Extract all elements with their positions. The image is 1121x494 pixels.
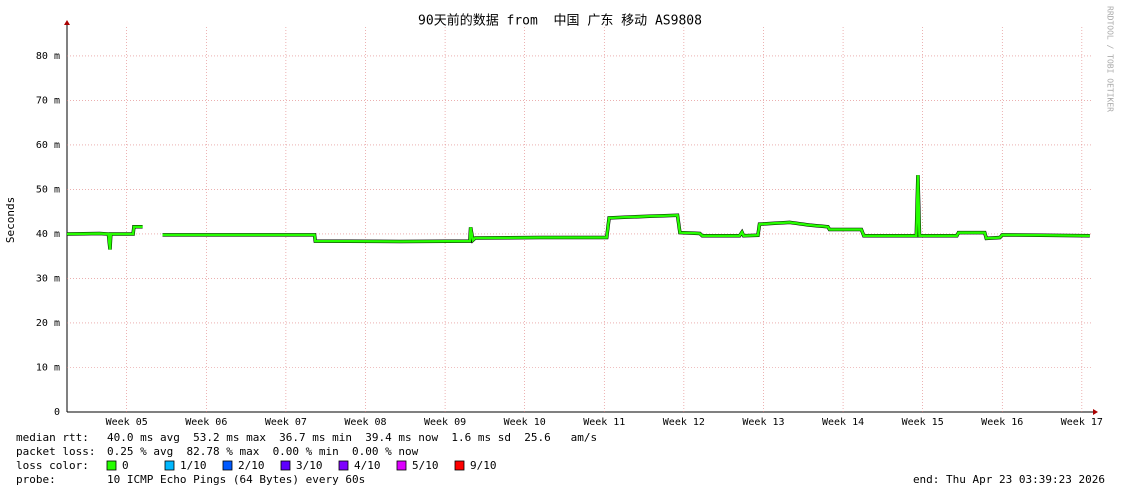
stat-label: packet loss: <box>16 445 95 458</box>
end-time: end: Thu Apr 23 03:39:23 2026 <box>913 473 1105 486</box>
y-tick-label: 40 m <box>36 229 60 240</box>
loss-label: loss color: <box>16 459 89 472</box>
x-tick-label: Week 16 <box>981 417 1023 428</box>
x-tick-label: Week 05 <box>106 417 148 428</box>
y-tick-label: 30 m <box>36 273 60 284</box>
probe-text: 10 ICMP Echo Pings (64 Bytes) every 60s <box>107 473 365 486</box>
y-tick-label: 10 m <box>36 362 60 373</box>
x-arrow <box>1093 409 1098 415</box>
x-tick-label: Week 09 <box>424 417 466 428</box>
stat-label: median rtt: <box>16 431 89 444</box>
stat-text: 0.25 % avg 82.78 % max 0.00 % min 0.00 %… <box>107 445 419 458</box>
stat-text: 40.0 ms avg 53.2 ms max 36.7 ms min 39.4… <box>107 431 597 444</box>
legend-entry: 5/10 <box>412 459 439 472</box>
y-tick-label: 0 <box>54 407 60 418</box>
median-line <box>66 175 1090 250</box>
x-tick-label: Week 10 <box>504 417 546 428</box>
legend-entry: 9/10 <box>470 459 497 472</box>
x-tick-label: Week 06 <box>185 417 227 428</box>
legend-swatch <box>222 460 233 471</box>
legend-swatch <box>164 460 175 471</box>
x-tick-label: Week 08 <box>344 417 386 428</box>
y-tick-label: 80 m <box>36 51 60 62</box>
chart-title: 90天前的数据 from 中国 广东 移动 AS9808 <box>418 13 702 29</box>
legend-swatch <box>396 460 407 471</box>
probe-label: probe: <box>16 473 56 486</box>
x-tick-label: Week 13 <box>742 417 784 428</box>
y-tick-label: 20 m <box>36 318 60 329</box>
x-tick-label: Week 07 <box>265 417 307 428</box>
x-tick-label: Week 14 <box>822 417 864 428</box>
legend-swatch <box>280 460 291 471</box>
legend-entry: 2/10 <box>238 459 265 472</box>
legend-entry: 4/10 <box>354 459 381 472</box>
x-tick-label: Week 11 <box>583 417 625 428</box>
x-tick-label: Week 12 <box>663 417 705 428</box>
x-tick-label: Week 15 <box>902 417 944 428</box>
legend-swatch <box>454 460 465 471</box>
x-tick-label: Week 17 <box>1061 417 1103 428</box>
legend-swatch <box>106 460 117 471</box>
y-arrow <box>64 20 70 25</box>
y-tick-label: 50 m <box>36 184 60 195</box>
legend-entry: 3/10 <box>296 459 323 472</box>
legend-entry: 0 <box>122 459 129 472</box>
y-axis-label: Seconds <box>4 197 17 243</box>
legend-swatch <box>338 460 349 471</box>
y-tick-label: 60 m <box>36 140 60 151</box>
legend-entry: 1/10 <box>180 459 207 472</box>
y-tick-label: 70 m <box>36 95 60 106</box>
watermark: RRDTOOL / TOBI OETIKER <box>1106 6 1115 112</box>
